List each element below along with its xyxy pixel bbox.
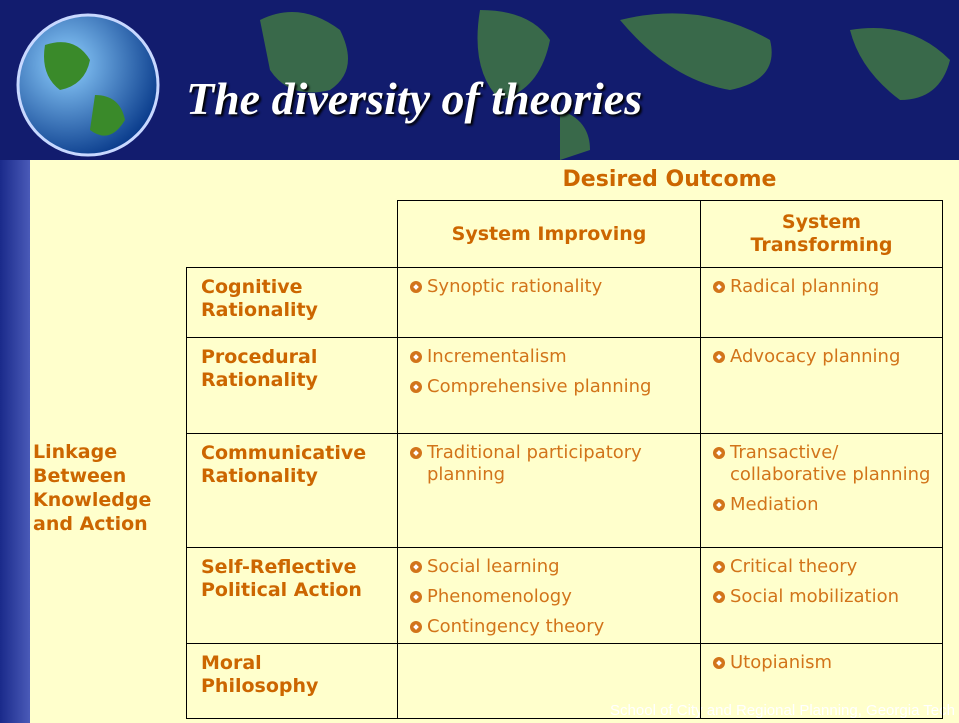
bullet-item: Incrementalism — [408, 346, 652, 368]
row-label: Self-Reflective Political Action — [201, 556, 362, 601]
bullet-item: Radical planning — [711, 276, 955, 298]
column-header-cell: System Improving — [397, 200, 701, 268]
column-header: System Improving — [451, 222, 647, 245]
row-label: Communicative Rationality — [201, 442, 367, 487]
column-header-cell: System Transforming — [700, 200, 943, 268]
bullet-item: Utopianism — [711, 652, 955, 674]
table-cell: Traditional participatory planning — [397, 433, 701, 548]
bullet-item: Critical theory — [711, 556, 955, 578]
row-label-cell: Moral Philosophy — [186, 643, 398, 719]
banner — [0, 0, 959, 160]
row-label: Procedural Rationality — [201, 346, 318, 391]
table-cell — [397, 643, 701, 719]
row-label: Moral Philosophy — [201, 652, 319, 697]
table-cell: Advocacy planning — [700, 337, 943, 434]
bullet-item: Phenomenology — [408, 586, 652, 608]
table-cell: Social learning Phenomenology Contingency … — [397, 547, 701, 644]
table-cell: Transactive/ collaborative planning Media… — [700, 433, 943, 548]
row-group-label: Linkage Between Knowledge and Action — [33, 441, 152, 535]
slide-title: The diversity of theories — [186, 73, 643, 124]
table-cell: Utopianism — [700, 643, 943, 719]
bullet-item: Synoptic rationality — [408, 276, 652, 298]
row-label-cell: Cognitive Rationality — [186, 267, 398, 338]
bullet-item: Social learning — [408, 556, 652, 578]
row-label-cell: Procedural Rationality — [186, 337, 398, 434]
bullet-item: Advocacy planning — [711, 346, 955, 368]
table-cell: Critical theory Social mobilization — [700, 547, 943, 644]
bullet-item: Transactive/ collaborative planning — [711, 442, 955, 486]
bullet-item: Mediation — [711, 494, 955, 516]
bullet-item: Comprehensive planning — [408, 376, 652, 398]
table-cell: Radical planning — [700, 267, 943, 338]
bullet-item: Traditional participatory planning — [408, 442, 652, 486]
banner-art — [16, 10, 950, 160]
bullet-item: Contingency theory — [408, 616, 652, 638]
column-header: System Transforming — [750, 211, 893, 256]
bullet-item: Social mobilization — [711, 586, 955, 608]
row-label-cell: Self-Reflective Political Action — [186, 547, 398, 644]
table-cell: Incrementalism Comprehensive planning — [397, 337, 701, 434]
footer: School of City and Regional Planning, Ge… — [610, 702, 955, 719]
super-header: Desired Outcome — [562, 167, 777, 192]
table-cell: Synoptic rationality — [397, 267, 701, 338]
row-label-cell: Communicative Rationality — [186, 433, 398, 548]
row-label: Cognitive Rationality — [201, 276, 318, 321]
